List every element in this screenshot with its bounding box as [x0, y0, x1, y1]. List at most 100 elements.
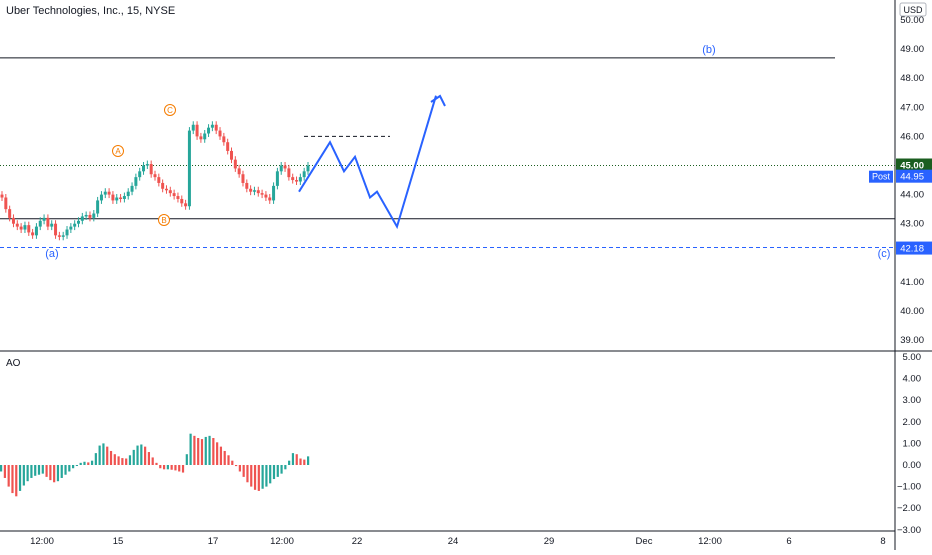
time-tick-label: 12:00	[698, 536, 722, 547]
ao-bar	[18, 465, 22, 491]
candle-body	[161, 182, 165, 189]
ao-bar	[288, 460, 291, 465]
ao-bar	[197, 438, 200, 465]
candle-body	[164, 188, 168, 191]
time-tick-label: 12:00	[30, 536, 54, 547]
candle-body	[207, 127, 211, 134]
candle-body	[4, 197, 8, 210]
ao-tick-label: −1.00	[897, 482, 921, 493]
candle-body	[306, 165, 310, 172]
candle-body	[88, 214, 92, 218]
candle-body	[54, 223, 58, 236]
ao-bar	[250, 465, 253, 487]
ao-bar	[200, 439, 204, 465]
candle-body	[84, 214, 88, 217]
candle-body	[283, 165, 287, 169]
ao-bar	[307, 456, 310, 465]
ao-bar	[303, 459, 306, 465]
ao-bar	[147, 452, 151, 465]
candle-body	[252, 190, 256, 192]
wave-label-a-upper: A	[115, 147, 121, 156]
ao-tick-label: 3.00	[903, 395, 922, 406]
candle-body	[46, 217, 50, 227]
time-tick-label: Dec	[636, 536, 653, 547]
ao-bar	[181, 465, 185, 473]
price-tick-label: 41.00	[900, 277, 924, 288]
line-price-badge	[896, 241, 932, 255]
candle-body	[168, 190, 172, 194]
wave-label-b-upper: B	[161, 216, 166, 225]
ao-bar	[106, 446, 109, 465]
ao-bar	[102, 443, 105, 465]
candle-body	[107, 191, 111, 195]
candle-body	[210, 124, 214, 128]
candle-body	[226, 142, 230, 151]
ao-bar	[22, 465, 25, 486]
price-tick-label: 48.00	[900, 73, 924, 84]
candle-body	[157, 177, 161, 183]
ao-bar	[37, 465, 41, 475]
candle-body	[298, 177, 302, 182]
post-label: Post	[872, 172, 891, 182]
ao-bar	[178, 465, 181, 472]
ao-bar	[272, 465, 276, 480]
time-tick-label: 24	[448, 536, 459, 547]
ao-bar	[113, 454, 116, 465]
ao-tick-label: −3.00	[897, 525, 921, 536]
candle-body	[57, 235, 61, 237]
ao-bar	[227, 455, 230, 465]
candle-body	[176, 196, 180, 199]
candle-body	[214, 124, 218, 131]
ao-bar	[11, 465, 14, 494]
ao-bar	[223, 450, 226, 465]
candle-body	[260, 193, 264, 195]
ao-tick-label: 5.00	[903, 352, 922, 363]
candle-body	[134, 177, 138, 186]
candle-body	[34, 226, 38, 236]
candle-body	[11, 217, 15, 224]
price-tick-label: 46.00	[900, 131, 924, 142]
price-tick-label: 44.00	[900, 190, 924, 201]
price-tick-label: 43.00	[900, 219, 924, 230]
ao-tick-label: 2.00	[903, 417, 922, 428]
projection-path[interactable]	[298, 95, 437, 230]
ao-bar	[151, 457, 154, 465]
ao-bar	[79, 462, 82, 465]
candle-body	[195, 124, 199, 137]
projection-arrowhead	[430, 94, 446, 107]
ao-bar	[219, 446, 223, 465]
candle-body	[69, 226, 73, 230]
ao-bar	[212, 438, 215, 465]
time-tick-label: 6	[786, 536, 791, 547]
price-tick-label: 47.00	[900, 102, 924, 113]
candle-body	[191, 124, 195, 131]
ao-bar	[3, 465, 6, 478]
ao-bar	[41, 465, 44, 474]
price-tick-label: 50.00	[900, 15, 924, 26]
wave-label-c-upper-circle	[164, 104, 176, 116]
ao-tick-label: 0.00	[903, 460, 922, 471]
ao-bar	[234, 465, 238, 467]
ao-bar	[117, 456, 120, 465]
ao-bar	[257, 465, 260, 491]
candle-body	[15, 223, 19, 227]
time-tick-label: 12:00	[270, 536, 294, 547]
ao-bar	[159, 465, 162, 469]
price-tick-label: 49.00	[900, 44, 924, 55]
wave-label-a-degree: (a)	[45, 248, 58, 260]
currency-badge[interactable]	[899, 2, 927, 17]
ao-bar	[30, 465, 33, 478]
ao-bar	[125, 458, 128, 465]
candle-body	[115, 197, 119, 201]
ao-bar	[189, 433, 192, 465]
price-tick-label: 39.00	[900, 335, 924, 346]
symbol-title: Uber Technologies, Inc., 15, NYSE	[6, 5, 175, 17]
candle-body	[291, 177, 295, 181]
candle-body	[187, 130, 191, 207]
ao-bar	[56, 465, 60, 482]
candle-body	[199, 136, 203, 140]
ao-bar	[98, 445, 101, 465]
ao-bar	[83, 461, 86, 465]
